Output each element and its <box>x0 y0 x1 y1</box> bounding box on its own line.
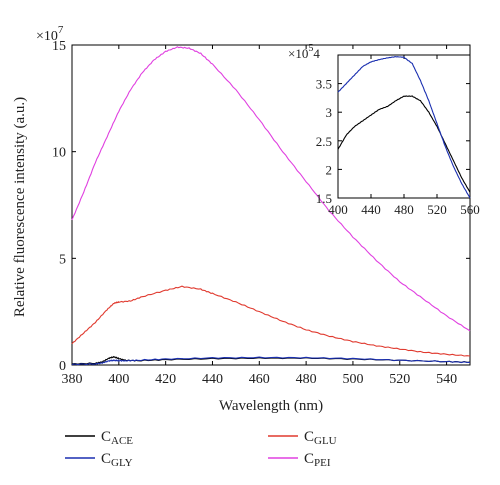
inset-series-ace <box>337 95 471 193</box>
main-x-tick-label: 400 <box>108 372 129 387</box>
inset-y-tick-label: 3.5 <box>316 77 332 92</box>
main-y-tick-label: 5 <box>59 252 66 267</box>
inset-y-tick-label: 2.5 <box>316 134 332 149</box>
inset-y-tick-label: 2 <box>326 162 333 177</box>
inset-x-tick-label: 480 <box>394 202 414 217</box>
main-plot-frame <box>71 44 471 366</box>
legend-label-gly: CGLY <box>101 451 133 469</box>
legend-label-pei: CPEI <box>304 451 331 469</box>
main-y-tick-label: 15 <box>52 39 66 54</box>
main-series-pei <box>71 46 471 332</box>
main-x-tick-label: 540 <box>436 372 457 387</box>
inset-x-tick-label: 560 <box>460 202 480 217</box>
inset-multiplier: ×1054 <box>288 43 320 61</box>
main-x-tick-label: 380 <box>62 372 83 387</box>
inset-ticks: 400 440 480 520 560 1.5 2 2.5 3 3.5 <box>316 55 480 217</box>
main-multiplier: ×107 <box>36 24 64 44</box>
legend-label-glu: CGLU <box>304 429 337 447</box>
main-x-tick-label: 420 <box>155 372 176 387</box>
inset-y-tick-label: 1.5 <box>316 191 332 206</box>
legend: CACE CGLU CGLY CPEI <box>65 429 337 469</box>
main-series-gly <box>71 356 471 366</box>
main-x-tick-label: 520 <box>389 372 410 387</box>
main-x-tick-label: 500 <box>342 372 363 387</box>
x-axis-title: Wavelength (nm) <box>219 398 323 414</box>
inset-plot-frame <box>337 54 471 199</box>
main-series <box>71 46 471 366</box>
main-y-tick-label: 10 <box>52 146 66 161</box>
inset-x-tick-label: 520 <box>427 202 447 217</box>
inset-y-tick-label: 3 <box>326 105 333 120</box>
y-axis-title: Relative fluorescence intensity (a.u.) <box>12 97 28 317</box>
main-series-glu <box>71 285 471 357</box>
inset-x-tick-label: 440 <box>361 202 381 217</box>
legend-label-ace: CACE <box>101 429 133 447</box>
main-x-tick-label: 480 <box>296 372 317 387</box>
inset-series <box>337 56 471 199</box>
inset-series-gly <box>337 56 471 199</box>
main-y-tick-label: 0 <box>59 359 66 374</box>
inset-x-tick-label: 400 <box>328 202 348 217</box>
main-x-tick-label: 460 <box>249 372 270 387</box>
main-x-tick-label: 440 <box>202 372 223 387</box>
main-ticks: 380 400 420 440 460 480 500 520 540 0 5 10 15 <box>52 39 470 387</box>
